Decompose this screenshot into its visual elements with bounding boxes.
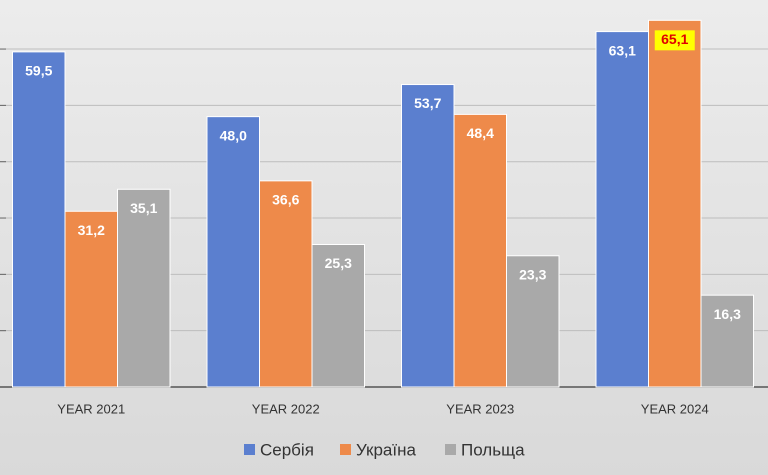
value-label: 16,3 [714,306,741,322]
value-label: 53,7 [414,95,441,111]
x-tick-label: YEAR 2024 [641,401,709,416]
value-label: 36,6 [272,192,299,208]
bar [595,31,649,388]
x-tick-label: YEAR 2021 [57,401,125,416]
value-label: 35,1 [130,200,157,216]
value-label: 48,0 [220,127,247,143]
value-label: 23,3 [519,266,546,282]
bar [64,210,118,388]
legend-swatch [445,444,456,455]
bar [12,51,66,388]
value-label: 31,2 [78,222,105,238]
bar [206,116,260,388]
x-tick-label: YEAR 2023 [446,401,514,416]
value-label: 48,4 [467,125,494,141]
value-label: 63,1 [609,42,636,58]
legend-label: Сербія [260,440,314,459]
value-label: 65,1 [661,31,688,47]
bar [117,188,171,388]
bar [506,255,560,388]
value-label: 59,5 [25,63,52,79]
legend-label: Україна [356,440,416,459]
value-label: 25,3 [325,255,352,271]
bar [700,294,754,388]
bar [311,244,365,388]
x-tick-label: YEAR 2022 [252,401,320,416]
legend-swatch [244,444,255,455]
bar [453,113,507,388]
legend-label: Польща [461,440,525,459]
bar [259,180,313,388]
bar [648,19,702,388]
bar [401,84,455,388]
legend-swatch [340,444,351,455]
label-highlight [654,30,695,51]
